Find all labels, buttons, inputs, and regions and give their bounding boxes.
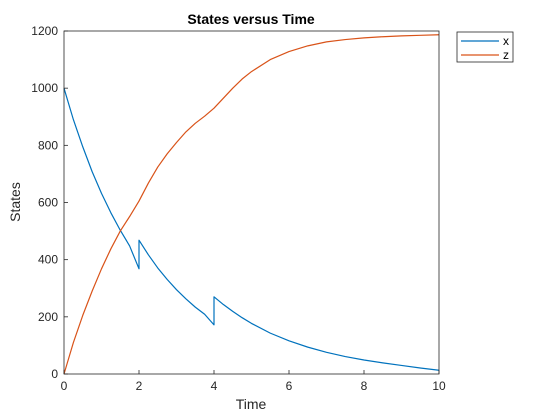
y-tick-label: 1000: [31, 81, 58, 95]
y-tick-label: 600: [38, 196, 58, 210]
plot-area: 0 2 4 6 8 10 0 200 400 600 800 1000 1200: [31, 24, 446, 393]
x-tick-label: 8: [361, 379, 368, 393]
x-tick-label: 6: [286, 379, 293, 393]
x-tick-label: 2: [136, 379, 143, 393]
x-axis-label: Time: [236, 396, 267, 412]
x-tick-label: 10: [432, 379, 446, 393]
x-tick-label: 0: [61, 379, 68, 393]
y-tick-label: 0: [51, 367, 58, 381]
legend-label-z: z: [503, 48, 509, 62]
y-tick-label: 1200: [31, 24, 58, 38]
series-layer: [63, 34, 440, 375]
x-tick-label: 4: [211, 379, 218, 393]
axes-background: [64, 31, 439, 374]
y-axis-ticks: 0 200 400 600 800 1000 1200: [31, 24, 68, 381]
x-axis-ticks: 0 2 4 6 8 10: [61, 370, 446, 393]
y-tick-label: 800: [38, 138, 58, 152]
y-axis-label: States: [7, 182, 23, 222]
series-line-x: [63, 87, 440, 371]
y-tick-label: 200: [38, 310, 58, 324]
legend-label-x: x: [503, 34, 509, 48]
legend: x z: [456, 31, 514, 63]
y-tick-label: 400: [38, 253, 58, 267]
legend-box: [456, 31, 514, 63]
series-line-z: [63, 34, 440, 375]
chart-title: States versus Time: [187, 11, 315, 27]
